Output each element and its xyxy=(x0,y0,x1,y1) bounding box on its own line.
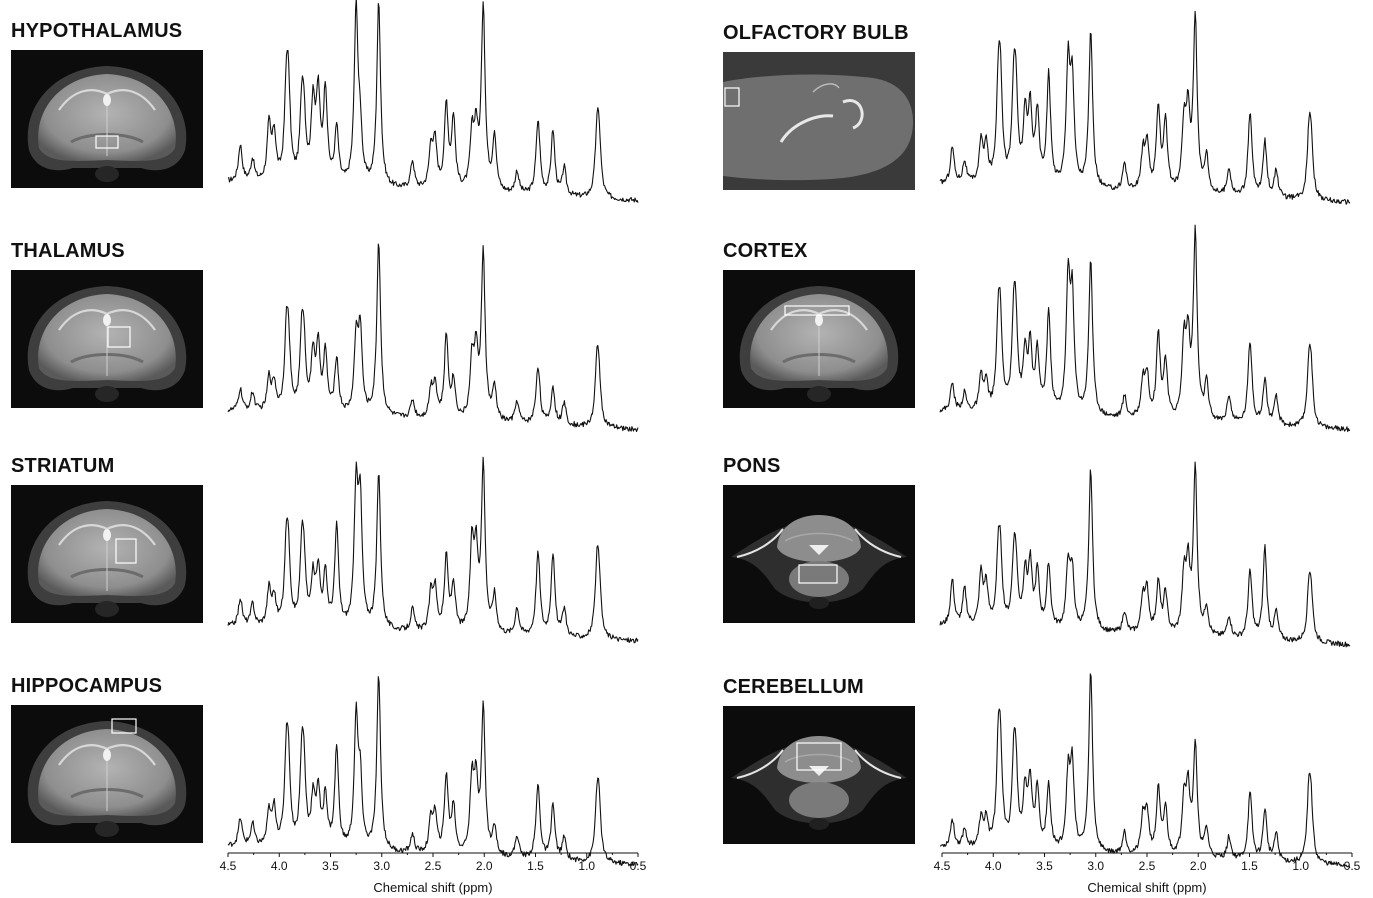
tick-label: 3.0 xyxy=(1087,859,1104,873)
spectrum-line xyxy=(227,243,639,433)
roi-box xyxy=(111,718,137,734)
spectrum-plot xyxy=(227,0,639,203)
mri-slice xyxy=(723,52,915,190)
tick-label: 2.5 xyxy=(425,859,442,873)
panel-title: HYPOTHALAMUS xyxy=(11,20,183,42)
x-axis-title: Chemical shift (ppm) xyxy=(1087,880,1207,895)
mri-image xyxy=(723,52,915,190)
panel-title: HIPPOCAMPUS xyxy=(11,675,163,697)
tick-label: 4.0 xyxy=(985,859,1002,873)
panel-cerebellum: CEREBELLUM xyxy=(723,673,1373,892)
panel-hypothalamus: HYPOTHALAMUS xyxy=(11,0,671,236)
spectrum-line xyxy=(227,456,639,644)
tick-label: 2.5 xyxy=(1139,859,1156,873)
mri-image xyxy=(11,50,203,188)
panel-cortex: CORTEX xyxy=(723,224,1373,456)
mri-image xyxy=(11,270,203,408)
spectrum-line xyxy=(939,673,1351,869)
panel-pons: PONS xyxy=(723,455,1373,671)
panel-title: THALAMUS xyxy=(11,240,125,262)
tick-label: 0.5 xyxy=(630,859,647,873)
spectrum-plot xyxy=(939,461,1351,648)
spectrum-line xyxy=(227,0,639,203)
panel-title: STRIATUM xyxy=(11,455,115,477)
mri-image xyxy=(723,706,915,844)
x-axis-title: Chemical shift (ppm) xyxy=(373,880,493,895)
tick-label: 3.0 xyxy=(373,859,390,873)
tick-label: 1.0 xyxy=(1292,859,1309,873)
tick-label: 2.0 xyxy=(1190,859,1207,873)
tick-label: 2.0 xyxy=(476,859,493,873)
roi-box xyxy=(784,305,850,316)
panel-hippocampus: HIPPOCAMPUS xyxy=(11,675,671,891)
tick-label: 4.0 xyxy=(271,859,288,873)
x-axis-ticks: 4.5 4.0 3.5 3.0 2.5 2.0 1.5 1.0 0.5 xyxy=(934,852,1361,873)
roi-box xyxy=(796,742,842,771)
spectrum-line xyxy=(939,461,1351,648)
roi-box xyxy=(95,135,119,149)
tick-label: 4.5 xyxy=(934,859,951,873)
panel-title: OLFACTORY BULB xyxy=(723,22,909,44)
roi-box xyxy=(107,326,131,348)
x-axis-left: 4.5 4.0 3.5 3.0 2.5 2.0 1.5 1.0 0.5 Chemical shi… xyxy=(220,852,648,898)
tick-label: 1.0 xyxy=(578,859,595,873)
spectrum-plot xyxy=(227,243,639,433)
mri-image xyxy=(11,705,203,843)
panel-title: CEREBELLUM xyxy=(723,676,864,698)
panel-thalamus: THALAMUS xyxy=(11,240,671,456)
roi-box xyxy=(798,564,838,584)
roi-box xyxy=(724,87,740,107)
spectrum-plot xyxy=(227,456,639,644)
spectrum-line xyxy=(227,676,639,867)
spectrum-plot xyxy=(939,10,1351,205)
mri-image xyxy=(723,485,915,623)
tick-label: 0.5 xyxy=(1344,859,1361,873)
x-axis-ticks: 4.5 4.0 3.5 3.0 2.5 2.0 1.5 1.0 0.5 xyxy=(220,852,647,873)
tick-label: 3.5 xyxy=(322,859,339,873)
mri-slice xyxy=(739,286,899,402)
mri-slice xyxy=(27,501,187,617)
panel-title: PONS xyxy=(723,455,781,477)
mri-image xyxy=(723,270,915,408)
roi-box xyxy=(115,538,137,564)
panel-striatum: STRIATUM xyxy=(11,455,671,671)
tick-label: 4.5 xyxy=(220,859,237,873)
spectrum-line xyxy=(939,224,1351,433)
mri-slice xyxy=(731,515,907,609)
panel-title: CORTEX xyxy=(723,240,808,262)
mri-image xyxy=(11,485,203,623)
mri-slice xyxy=(27,286,187,402)
spectrum-plot xyxy=(939,224,1351,433)
x-axis-right: 4.5 4.0 3.5 3.0 2.5 2.0 1.5 1.0 0.5 Chemical shi… xyxy=(934,852,1362,898)
spectrum-line xyxy=(939,10,1351,205)
mri-slice xyxy=(27,66,187,182)
tick-label: 1.5 xyxy=(527,859,544,873)
mri-slice xyxy=(27,718,187,837)
tick-label: 1.5 xyxy=(1241,859,1258,873)
spectrum-plot xyxy=(939,673,1351,869)
panel-olfactory-bulb: OLFACTORY BULB xyxy=(723,10,1373,238)
mri-slice xyxy=(731,736,907,830)
spectrum-plot xyxy=(227,676,639,867)
tick-label: 3.5 xyxy=(1036,859,1053,873)
